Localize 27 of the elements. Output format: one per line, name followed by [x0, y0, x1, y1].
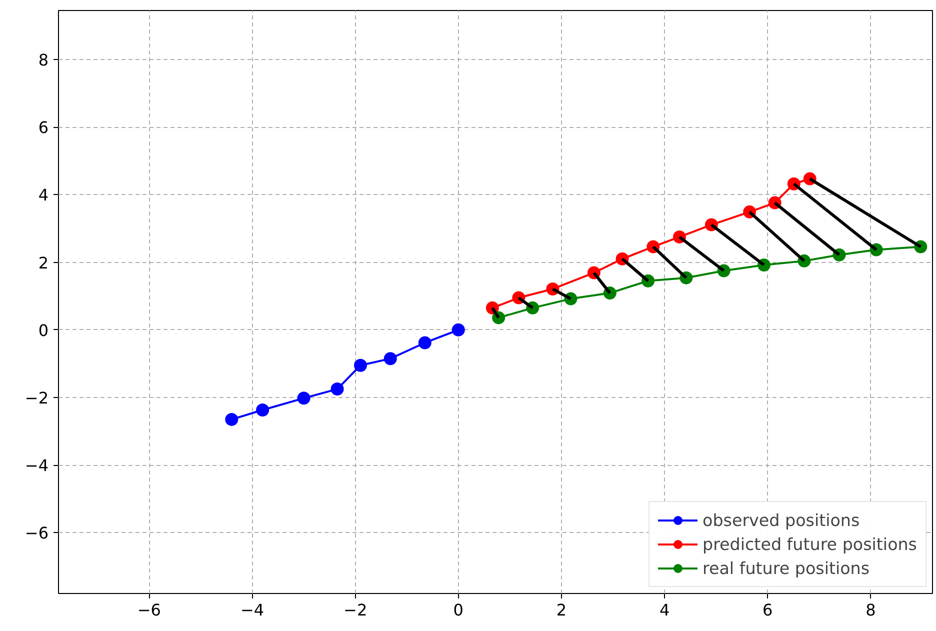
- point: [225, 412, 238, 426]
- x-tick-label: −4: [240, 600, 264, 620]
- x-tick-label: −6: [137, 600, 161, 620]
- y-tick-label: −4: [24, 456, 49, 476]
- point: [418, 336, 432, 350]
- x-tick-label: −2: [344, 600, 368, 620]
- legend-label: observed positions: [702, 510, 860, 530]
- point: [384, 352, 397, 366]
- y-tick-label: 8: [38, 50, 49, 70]
- point: [330, 382, 344, 396]
- y-tick-label: 4: [38, 186, 49, 205]
- legend-label: predicted future positions: [702, 534, 917, 554]
- point: [256, 403, 270, 416]
- y-tick-label: 0: [38, 320, 49, 340]
- point: [452, 323, 465, 336]
- x-tick-label: 6: [762, 600, 773, 620]
- x-tick-label: 0: [453, 600, 464, 620]
- y-tick-label: 2: [38, 253, 49, 272]
- y-tick-label: −2: [24, 388, 49, 408]
- point: [297, 392, 310, 405]
- x-tick-label: 4: [659, 600, 670, 620]
- y-tick-label: −6: [24, 524, 49, 543]
- legend-label: real future positions: [702, 558, 870, 578]
- x-tick-label: 2: [556, 600, 567, 620]
- y-tick-label: 6: [38, 118, 49, 138]
- point: [354, 358, 367, 372]
- x-tick-label: 8: [866, 600, 876, 620]
